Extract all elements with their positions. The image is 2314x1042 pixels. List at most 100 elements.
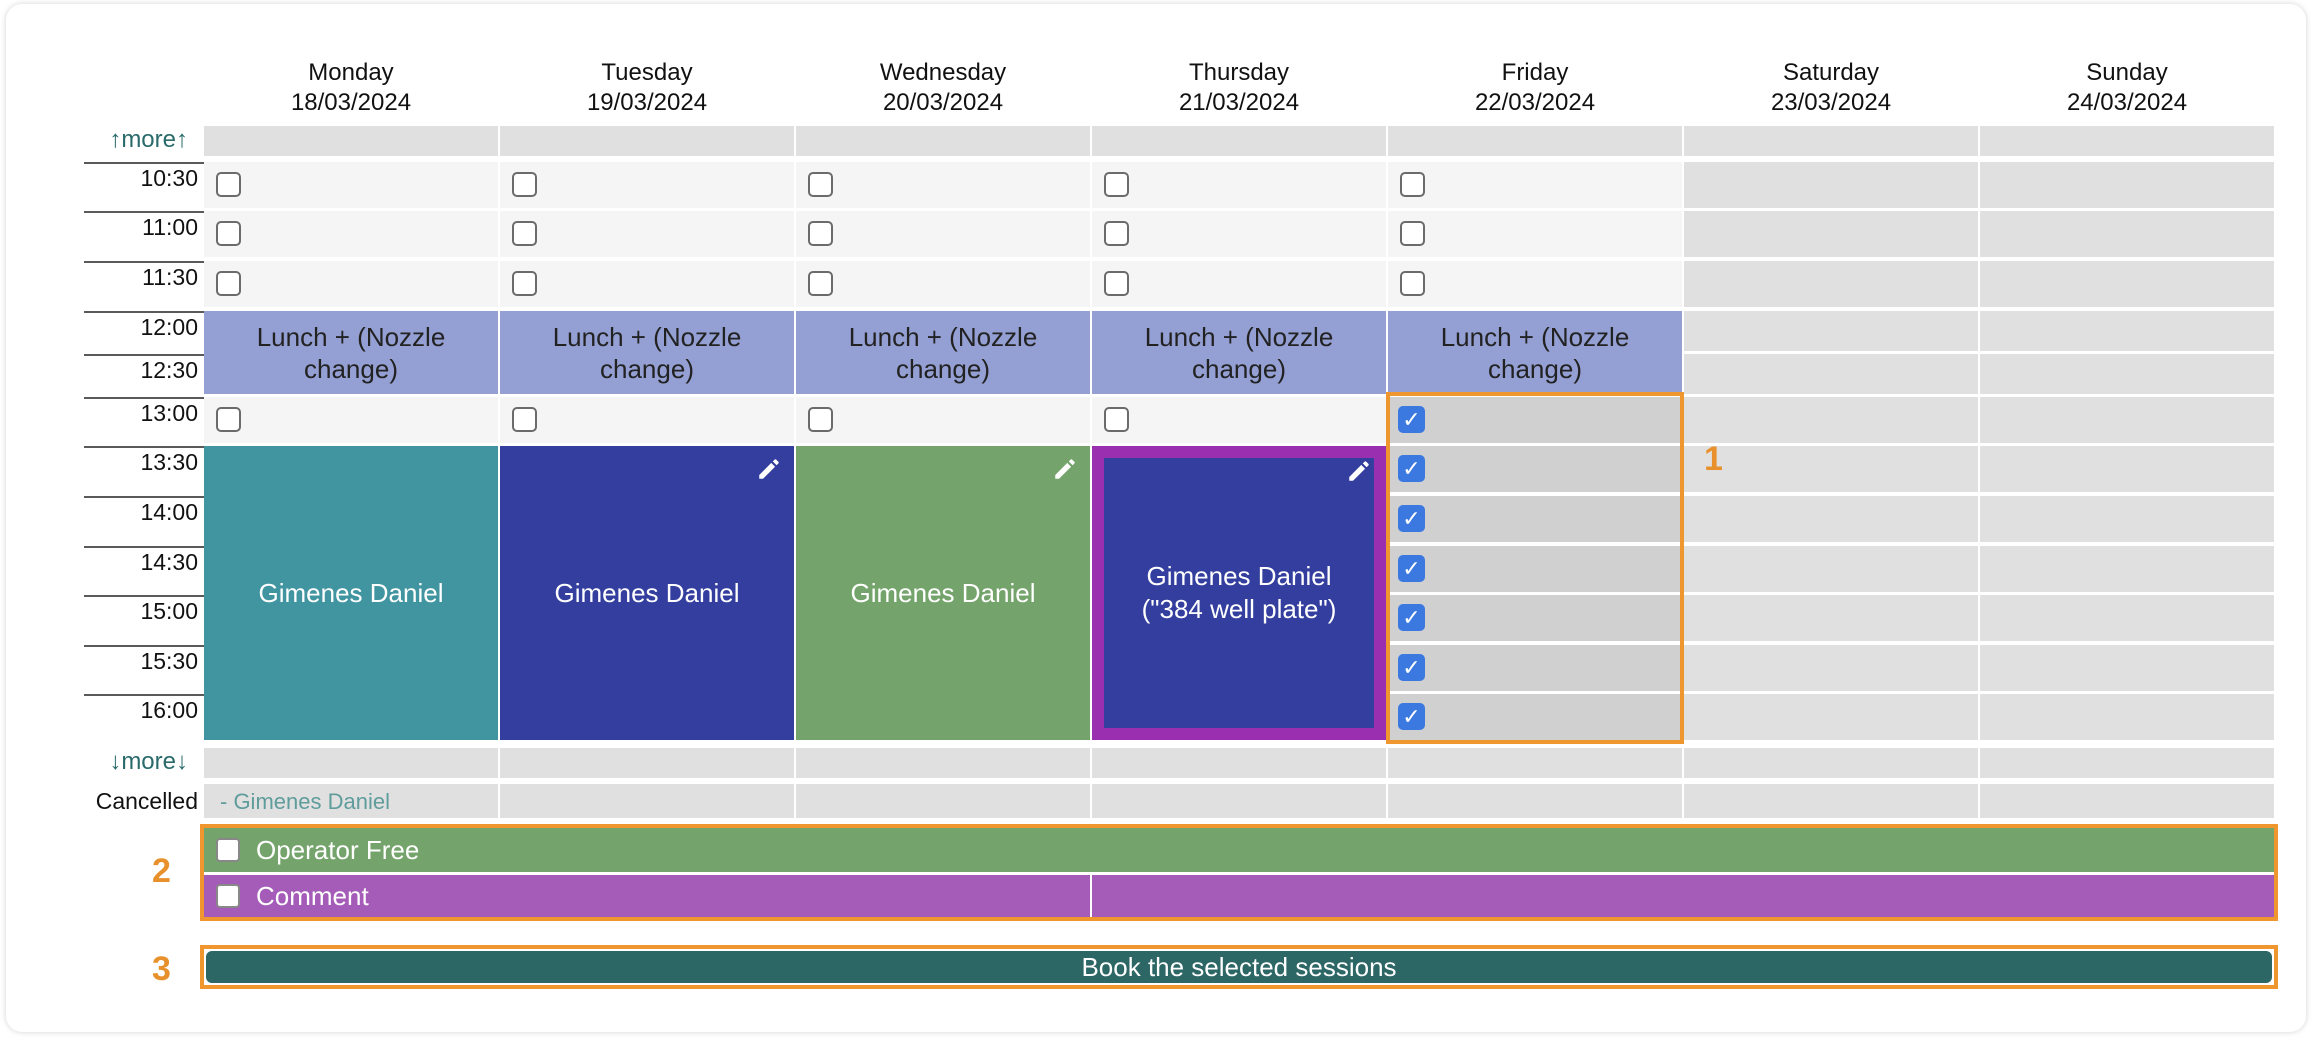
time-slot[interactable] xyxy=(1388,162,1682,208)
slot-checkbox-checked[interactable]: ✓ xyxy=(1398,604,1425,631)
time-slot[interactable] xyxy=(204,397,498,443)
selected-slot[interactable]: ✓ xyxy=(1388,397,1682,443)
booking-block-wednesday[interactable]: Gimenes Daniel xyxy=(796,446,1090,740)
slot-checkbox[interactable] xyxy=(1400,271,1425,296)
day-header-sunday: Sunday 24/03/2024 xyxy=(2066,59,2188,116)
time-label: 14:30 xyxy=(84,546,204,592)
unavailable-slot xyxy=(1684,546,1978,592)
cancelled-cell xyxy=(796,784,1090,818)
lunch-block: Lunch + (Nozzle change) xyxy=(796,311,1090,394)
more-row-cell xyxy=(204,748,498,778)
pencil-icon[interactable] xyxy=(1346,458,1372,484)
selected-slot[interactable]: ✓ xyxy=(1388,546,1682,592)
slot-checkbox[interactable] xyxy=(216,271,241,296)
slot-checkbox[interactable] xyxy=(1104,271,1129,296)
slot-checkbox[interactable] xyxy=(1400,221,1425,246)
operator-free-checkbox[interactable] xyxy=(216,838,240,862)
more-later-link[interactable]: ↓more↓ xyxy=(109,748,188,775)
time-slot[interactable] xyxy=(500,211,794,257)
slot-checkbox[interactable] xyxy=(1104,221,1129,246)
unavailable-slot xyxy=(1684,645,1978,691)
slot-checkbox[interactable] xyxy=(216,407,241,432)
slot-checkbox[interactable] xyxy=(512,172,537,197)
unavailable-slot xyxy=(1684,694,1978,740)
selected-slot[interactable]: ✓ xyxy=(1388,694,1682,740)
pencil-icon[interactable] xyxy=(1052,456,1078,482)
booking-block-thursday[interactable]: Gimenes Daniel ("384 well plate") xyxy=(1092,446,1386,740)
comment-checkbox[interactable] xyxy=(216,884,240,908)
unavailable-slot xyxy=(1980,446,2274,492)
callout-number: 1 xyxy=(1704,440,1723,478)
time-slot[interactable] xyxy=(796,162,1090,208)
cancelled-entry[interactable]: - Gimenes Daniel xyxy=(220,789,390,814)
time-slot[interactable] xyxy=(1092,261,1386,307)
cancelled-cell xyxy=(500,784,794,818)
slot-checkbox[interactable] xyxy=(512,407,537,432)
more-earlier-link[interactable]: ↑more↑ xyxy=(109,126,188,153)
time-slot[interactable] xyxy=(1092,162,1386,208)
comment-field[interactable] xyxy=(1092,875,2274,917)
slot-checkbox-checked[interactable]: ✓ xyxy=(1398,406,1425,433)
time-slot[interactable] xyxy=(500,162,794,208)
options-highlight xyxy=(200,824,2278,921)
slot-checkbox[interactable] xyxy=(1400,172,1425,197)
unavailable-slot xyxy=(1980,595,2274,641)
slot-checkbox[interactable] xyxy=(216,172,241,197)
time-slot[interactable] xyxy=(1388,211,1682,257)
slot-checkbox[interactable] xyxy=(808,221,833,246)
book-selected-sessions-button[interactable]: Book the selected sessions xyxy=(206,951,2272,983)
slot-checkbox-checked[interactable]: ✓ xyxy=(1398,555,1425,582)
operator-free-row[interactable]: Operator Free xyxy=(204,828,2274,872)
slot-checkbox-checked[interactable]: ✓ xyxy=(1398,455,1425,482)
comment-label: Comment xyxy=(256,880,369,911)
slot-checkbox[interactable] xyxy=(808,407,833,432)
slot-checkbox-checked[interactable]: ✓ xyxy=(1398,505,1425,532)
slot-checkbox-checked[interactable]: ✓ xyxy=(1398,703,1425,730)
selected-slot[interactable]: ✓ xyxy=(1388,496,1682,542)
unavailable-slot xyxy=(1980,354,2274,394)
time-slot[interactable] xyxy=(796,261,1090,307)
time-label: 16:00 xyxy=(84,694,204,740)
book-button-highlight xyxy=(200,945,2278,989)
selected-slot[interactable]: ✓ xyxy=(1388,446,1682,492)
time-slot[interactable] xyxy=(1388,261,1682,307)
slot-checkbox[interactable] xyxy=(1104,407,1129,432)
slot-checkbox[interactable] xyxy=(1104,172,1129,197)
unavailable-slot xyxy=(1684,211,1978,257)
day-header-friday: Friday 22/03/2024 xyxy=(1474,59,1596,116)
slot-checkbox[interactable] xyxy=(808,172,833,197)
lunch-block: Lunch + (Nozzle change) xyxy=(1092,311,1386,394)
selected-slot[interactable]: ✓ xyxy=(1388,645,1682,691)
unavailable-slot xyxy=(1684,496,1978,542)
time-slot[interactable] xyxy=(500,397,794,443)
booking-block-tuesday[interactable]: Gimenes Daniel xyxy=(500,446,794,740)
slot-checkbox[interactable] xyxy=(512,221,537,246)
time-slot[interactable] xyxy=(1092,397,1386,443)
time-slot[interactable] xyxy=(204,261,498,307)
selected-slot[interactable]: ✓ xyxy=(1388,595,1682,641)
time-slot[interactable] xyxy=(204,211,498,257)
time-label: 13:30 xyxy=(84,446,204,492)
callout-number: 3 xyxy=(152,950,171,988)
time-slot[interactable] xyxy=(796,211,1090,257)
slot-checkbox-checked[interactable]: ✓ xyxy=(1398,654,1425,681)
lunch-block: Lunch + (Nozzle change) xyxy=(1388,311,1682,394)
more-row-cell xyxy=(796,126,1090,156)
unavailable-slot xyxy=(1684,311,1978,351)
time-label: 10:30 xyxy=(84,162,204,208)
booking-block-monday[interactable]: Gimenes Daniel xyxy=(204,446,498,740)
time-label: 15:00 xyxy=(84,595,204,641)
more-row-cell xyxy=(1092,126,1386,156)
slot-checkbox[interactable] xyxy=(512,271,537,296)
unavailable-slot xyxy=(1684,261,1978,307)
comment-row[interactable]: Comment xyxy=(204,875,1090,917)
time-slot[interactable] xyxy=(796,397,1090,443)
slot-checkbox[interactable] xyxy=(216,221,241,246)
unavailable-slot xyxy=(1980,694,2274,740)
time-slot[interactable] xyxy=(204,162,498,208)
pencil-icon[interactable] xyxy=(756,456,782,482)
time-slot[interactable] xyxy=(500,261,794,307)
time-slot[interactable] xyxy=(1092,211,1386,257)
more-row-cell xyxy=(1388,748,1682,778)
slot-checkbox[interactable] xyxy=(808,271,833,296)
